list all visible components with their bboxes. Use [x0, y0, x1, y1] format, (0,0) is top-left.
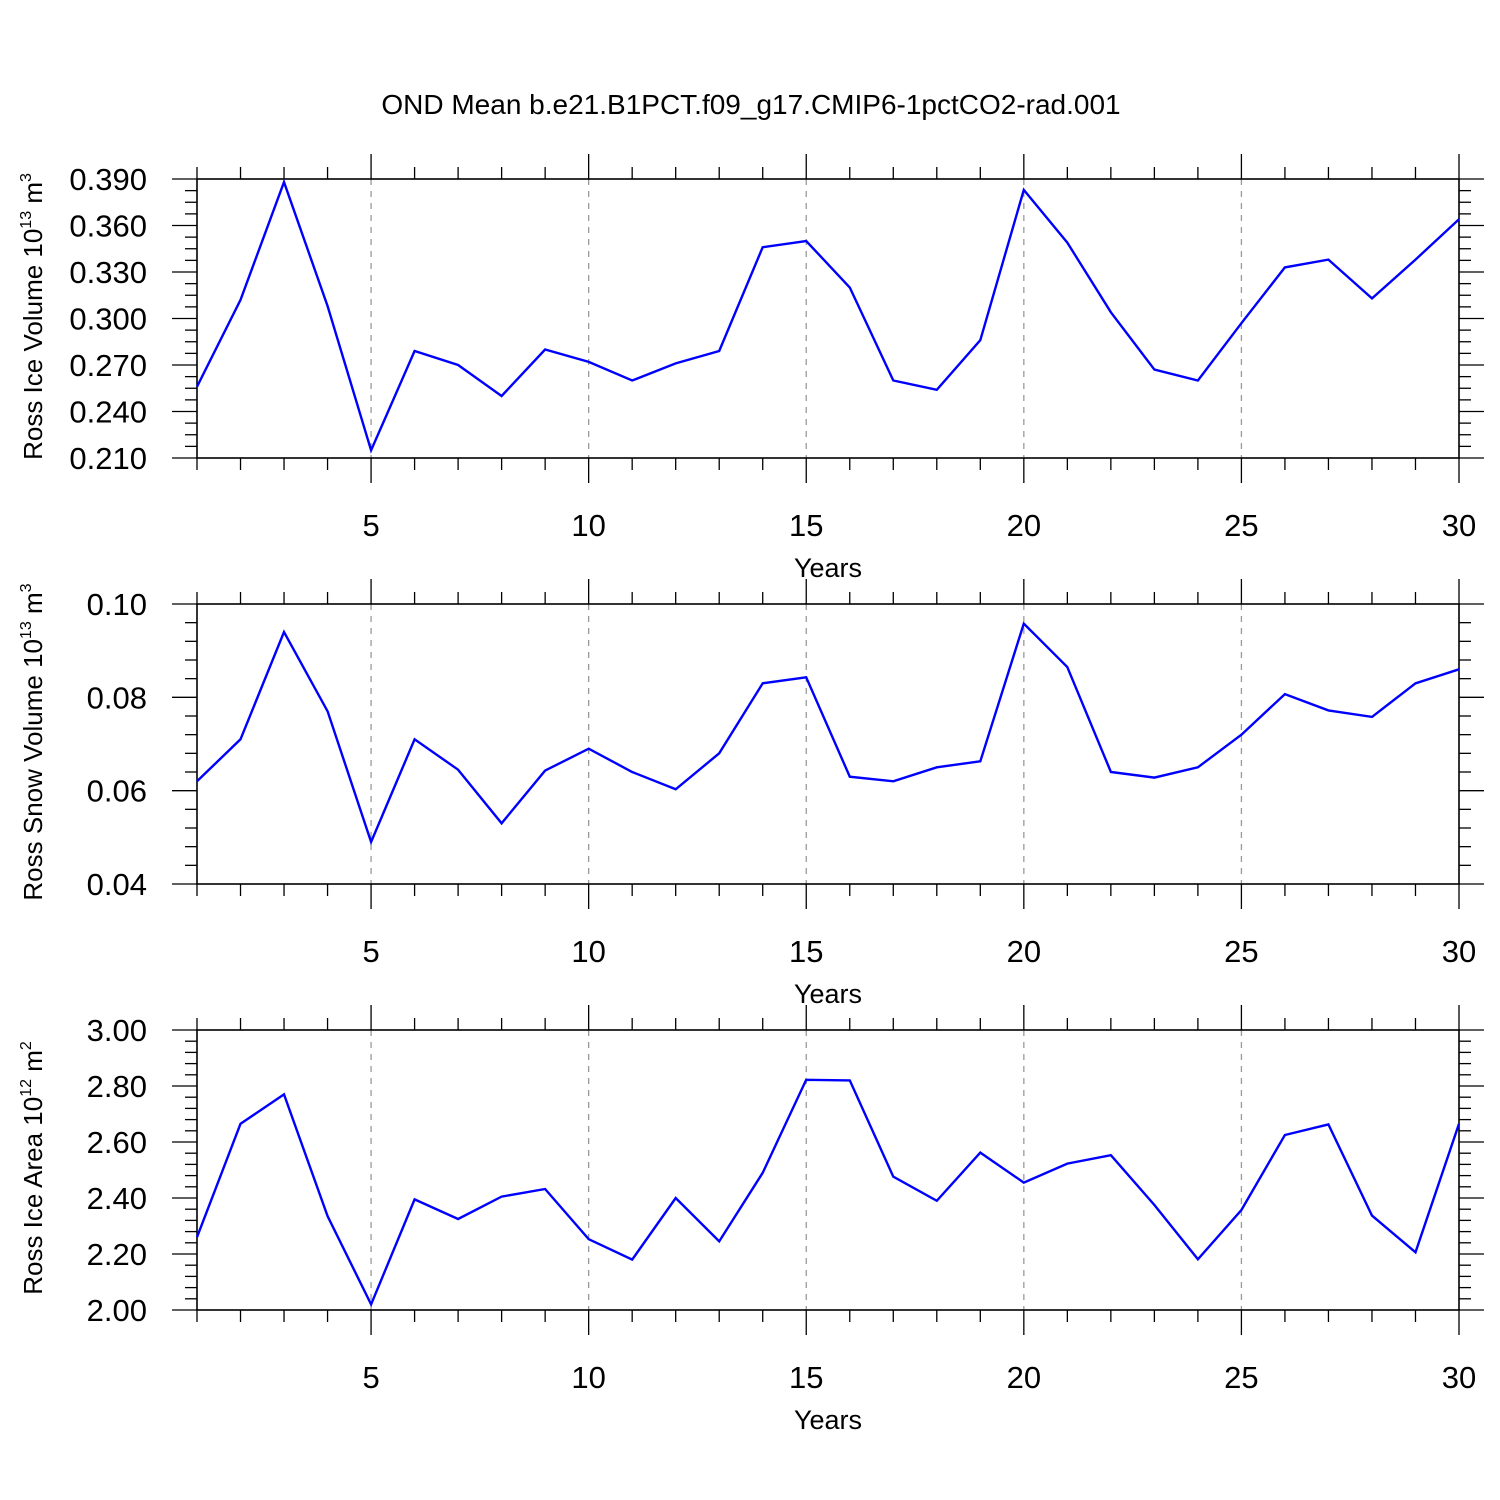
y-tick-label: 0.06 [87, 774, 147, 809]
y-tick-label: 0.10 [87, 587, 147, 622]
x-tick-label: 15 [789, 508, 823, 543]
x-axis-label: Years [794, 1405, 862, 1435]
y-tick-label: 2.80 [87, 1069, 147, 1104]
panel-snow-volume: 0.04 0.06 0.08 0.10 5 10 15 20 25 30 Years Ross Sno… [18, 579, 1484, 1009]
panels: 0.210 0.240 0.270 0.300 0.330 0.360 0.390 5 10 15… [18, 154, 1484, 1435]
x-tick-label: 30 [1442, 508, 1476, 543]
x-tick-label: 20 [1007, 508, 1041, 543]
figure-title: OND Mean b.e21.B1PCT.f09_g17.CMIP6-1pctC… [381, 89, 1120, 120]
x-tick-label: 25 [1224, 508, 1258, 543]
x-tick-label: 15 [789, 934, 823, 969]
x-tick-label: 15 [789, 1360, 823, 1395]
y-tick-label: 2.20 [87, 1237, 147, 1272]
y-axis-label: Ross Snow Volume 1013 m3 [18, 583, 48, 900]
x-tick-label: 30 [1442, 1360, 1476, 1395]
x-tick-label: 25 [1224, 934, 1258, 969]
y-tick-label: 0.270 [69, 348, 147, 383]
x-tick-label: 10 [571, 508, 605, 543]
y-tick-label: 0.300 [69, 302, 147, 337]
x-tick-label: 5 [362, 934, 379, 969]
y-axis-label: Ross Ice Volume 1013 m3 [18, 173, 48, 460]
x-tick-label: 30 [1442, 934, 1476, 969]
x-tick-label: 20 [1007, 934, 1041, 969]
y-axis-label: Ross Ice Area 1012 m2 [18, 1041, 48, 1295]
series-line [195, 178, 1460, 454]
plot-frame [196, 603, 1460, 885]
x-tick-label: 10 [571, 1360, 605, 1395]
x-axis-label: Years [794, 979, 862, 1009]
y-tick-label: 0.360 [69, 209, 147, 244]
panel-ice-area: 2.00 2.20 2.40 2.60 2.80 3.00 5 10 15 20 25 30 Years… [18, 1005, 1484, 1435]
y-tick-label: 0.390 [69, 162, 147, 197]
y-tick-label: 0.08 [87, 680, 147, 715]
y-tick-label: 0.240 [69, 395, 147, 430]
series-line [196, 621, 1460, 846]
x-tick-label: 10 [571, 934, 605, 969]
series-line [195, 1078, 1461, 1308]
y-tick-label: 2.00 [87, 1293, 147, 1328]
x-tick-label: 25 [1224, 1360, 1258, 1395]
y-tick-label: 0.04 [87, 867, 147, 902]
x-tick-label: 5 [362, 508, 379, 543]
y-tick-label: 0.330 [69, 255, 147, 290]
panel-ice-volume: 0.210 0.240 0.270 0.300 0.330 0.360 0.390 5 10 15… [18, 154, 1484, 583]
y-tick-label: 0.210 [69, 441, 147, 476]
plot-frame [196, 1029, 1460, 1311]
y-tick-label: 3.00 [87, 1013, 147, 1048]
x-axis-label: Years [794, 553, 862, 583]
x-tick-label: 5 [362, 1360, 379, 1395]
y-tick-label: 2.40 [87, 1181, 147, 1216]
x-tick-label: 20 [1007, 1360, 1041, 1395]
y-tick-label: 2.60 [87, 1125, 147, 1160]
